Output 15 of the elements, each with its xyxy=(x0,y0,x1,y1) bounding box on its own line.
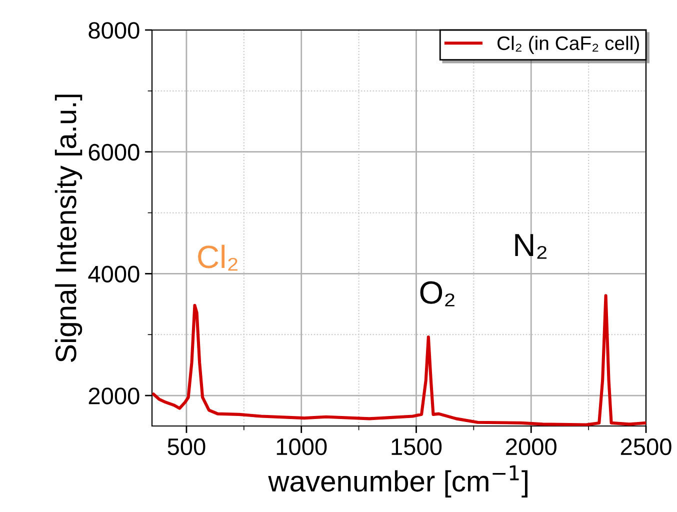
x-tick-label: 1500 xyxy=(392,438,442,456)
x-tick-label: 500 xyxy=(168,438,206,456)
legend-label: Cl₂ (in CaF₂ cell) xyxy=(498,36,639,54)
y-tick-label: 6000 xyxy=(88,144,140,161)
annotation: Cl₂ xyxy=(198,244,238,271)
x-tick-label: 1000 xyxy=(276,438,327,456)
x-axis-title: wavenumber [cm$^{−1}$] xyxy=(268,465,528,498)
x-tick-label: 2500 xyxy=(620,438,672,456)
y-tick-label: 8000 xyxy=(88,22,140,39)
annotation: N₂ xyxy=(515,234,546,259)
y-tick-label: 2000 xyxy=(88,388,140,404)
annotation: O₂ xyxy=(420,281,454,306)
x-tick-label: 2000 xyxy=(506,438,556,456)
y-tick-label: 4000 xyxy=(88,266,140,282)
y-axis-title: Signal Intensity [a.u.] xyxy=(54,94,82,362)
